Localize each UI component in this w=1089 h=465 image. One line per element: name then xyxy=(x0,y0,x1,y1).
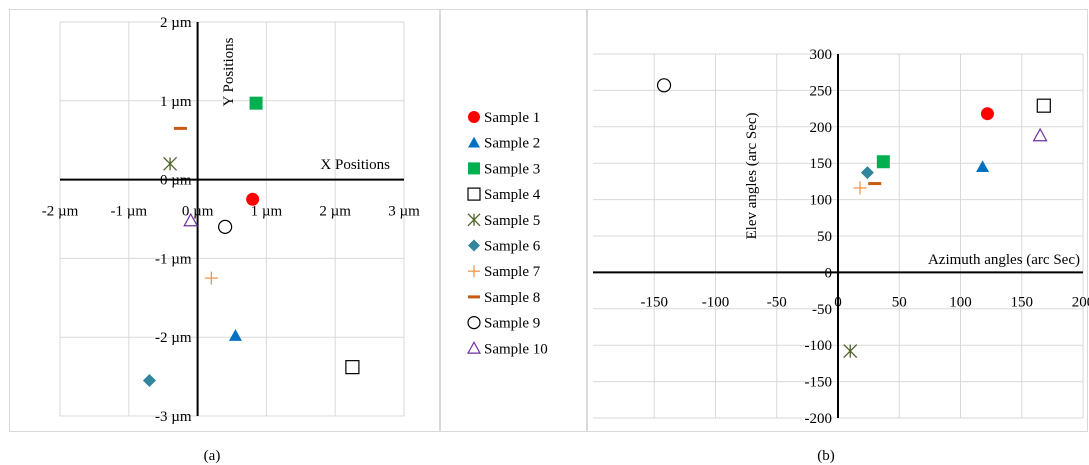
chart-b-point-sample-1 xyxy=(980,107,994,121)
chart-b-y-tick-label: -50 xyxy=(812,302,832,318)
chart-b-x-tick-label: 100 xyxy=(949,294,972,310)
legend-label: Sample 3 xyxy=(484,161,540,177)
legend-item: Sample 8 xyxy=(468,290,540,306)
legend-item: Sample 10 xyxy=(466,341,548,357)
chart-b-y-tick-label: 250 xyxy=(810,83,833,99)
chart-a-y-tick-label: -3 µm xyxy=(155,409,192,425)
chart-a-point-sample-3 xyxy=(249,96,263,110)
chart-a-x-tick-label: 0 µm xyxy=(182,204,214,220)
chart-b-point-sample-5 xyxy=(843,344,858,358)
chart-b-x-tick-label: 150 xyxy=(1011,294,1034,310)
legend-label: Sample 1 xyxy=(484,110,540,126)
chart-b-y-tick-label: -200 xyxy=(805,411,833,427)
chart-b-y-tick-label: -150 xyxy=(805,375,833,391)
chart-b-point-sample-9 xyxy=(656,78,672,93)
legend-marker xyxy=(468,111,480,123)
legend-marker xyxy=(467,213,481,227)
legend-item: Sample 6 xyxy=(468,239,541,255)
chart-a-y-axis-title: Y Positions xyxy=(221,37,237,106)
legend-item: Sample 7 xyxy=(468,264,541,280)
chart-b-point-sample-2 xyxy=(976,160,990,173)
legend-marker xyxy=(468,239,480,252)
legend-item: Sample 2 xyxy=(468,136,540,152)
chart-a-x-tick-label: -2 µm xyxy=(42,204,79,220)
chart-b-x-tick-label: 50 xyxy=(892,294,907,310)
legend-item: Sample 5 xyxy=(467,213,540,229)
chart-b-y-tick-label: 0 xyxy=(825,265,833,281)
panel-label-a: (a) xyxy=(204,448,221,464)
legend-frame xyxy=(440,9,587,432)
chart-b-y-tick-label: 100 xyxy=(810,193,833,209)
chart-b-point-sample-3 xyxy=(876,155,890,169)
chart-a-x-tick-label: 2 µm xyxy=(319,204,351,220)
legend-item: Sample 9 xyxy=(467,316,540,332)
legend-marker xyxy=(468,265,480,278)
chart-a-point-sample-1 xyxy=(246,192,260,206)
chart-a-points xyxy=(142,96,360,388)
chart-b-x-axis-title: Azimuth angles (arc Sec) xyxy=(928,252,1080,268)
chart-a-x-axis-title: X Positions xyxy=(320,157,390,173)
legend-marker xyxy=(468,136,480,148)
chart-b-x-tick-label: -100 xyxy=(702,294,730,310)
chart-a: -2 µm -1 µm 0 µm 1 µm 2 µm 3 µm 2 µm 1 µm 0 µm -1… xyxy=(42,15,420,425)
legend-marker xyxy=(468,162,480,175)
chart-a-y-tick-label: 1 µm xyxy=(160,94,192,110)
legend-label: Sample 7 xyxy=(484,264,541,280)
legend-label: Sample 2 xyxy=(484,136,540,152)
chart-a-y-tick-label: 0 µm xyxy=(160,173,192,189)
legend-label: Sample 5 xyxy=(484,213,540,229)
chart-b-point-sample-8 xyxy=(868,182,882,186)
chart-a-x-tick-label: -1 µm xyxy=(111,204,148,220)
chart-a-point-sample-2 xyxy=(228,329,242,341)
chart-a-y-tick-label: 2 µm xyxy=(160,15,192,31)
legend: Sample 1 Sample 2 Sample 3 Sample 4 Sample 5… xyxy=(466,110,548,357)
legend-marker xyxy=(467,316,481,330)
legend-marker xyxy=(468,295,480,299)
legend-label: Sample 10 xyxy=(484,341,548,357)
chart-a-point-sample-6 xyxy=(142,374,156,388)
chart-b-y-tick-label: 200 xyxy=(810,120,833,136)
chart-b-y-tick-label: 150 xyxy=(810,156,833,172)
chart-a-y-tick-label: -2 µm xyxy=(155,330,192,346)
chart-b-point-sample-10 xyxy=(1032,127,1048,142)
chart-a-point-sample-8 xyxy=(173,126,187,130)
chart-a-point-sample-10 xyxy=(183,212,199,227)
legend-item: Sample 3 xyxy=(468,161,540,177)
chart-b-y-tick-label: -100 xyxy=(805,338,833,354)
panel-label-b: (b) xyxy=(817,448,835,464)
chart-b-x-tick-label: 200 xyxy=(1072,294,1089,310)
legend-label: Sample 6 xyxy=(484,239,541,255)
chart-b-x-tick-label: -150 xyxy=(641,294,669,310)
legend-item: Sample 1 xyxy=(468,110,540,126)
chart-a-point-sample-4 xyxy=(345,360,360,375)
legend-label: Sample 4 xyxy=(484,187,541,203)
chart-a-point-sample-5 xyxy=(163,156,178,171)
chart-b-x-tick-label: 0 xyxy=(834,294,842,310)
chart-a-x-tick-label: 3 µm xyxy=(388,204,420,220)
legend-label: Sample 9 xyxy=(484,316,540,332)
chart-b-x-tick-label: -50 xyxy=(767,294,787,310)
chart-a-point-sample-9 xyxy=(218,219,233,234)
legend-item: Sample 4 xyxy=(467,187,541,203)
chart-b-point-sample-7 xyxy=(853,181,867,195)
chart-b-y-tick-label: 50 xyxy=(817,229,832,245)
legend-marker xyxy=(467,187,481,201)
chart-b-y-tick-label: 300 xyxy=(810,47,833,63)
chart-b: -150-100-5005010015020030025020015010050… xyxy=(593,47,1089,427)
chart-b-point-sample-6 xyxy=(860,166,874,180)
chart-b-point-sample-4 xyxy=(1036,98,1051,113)
chart-b-points xyxy=(656,78,1051,358)
legend-label: Sample 8 xyxy=(484,290,540,306)
chart-a-y-tick-label: -1 µm xyxy=(155,251,192,267)
chart-a-point-sample-7 xyxy=(204,271,218,285)
legend-marker xyxy=(466,341,482,354)
chart-a-x-tick-label: 1 µm xyxy=(251,204,283,220)
chart-b-y-axis-title: Elev angles (arc Sec) xyxy=(744,112,760,239)
